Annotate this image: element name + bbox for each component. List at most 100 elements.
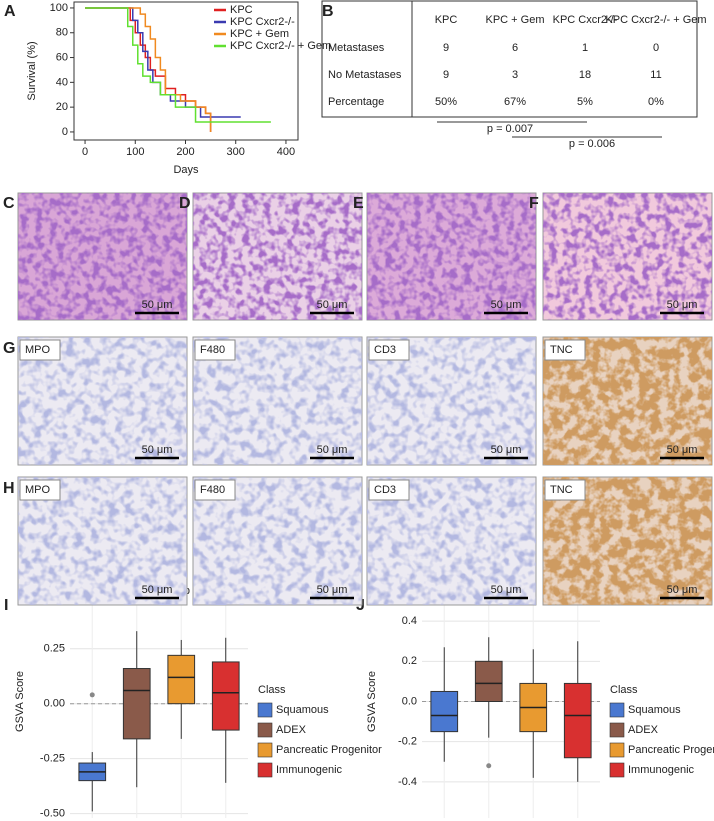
column-header: KPC <box>435 14 458 26</box>
row-label: Metastases <box>328 42 385 54</box>
stain-label-box <box>544 479 586 501</box>
legend-label: KPC Cxcr2-/- <box>230 16 295 28</box>
x-tick-label: 400 <box>277 146 295 158</box>
box <box>430 690 459 733</box>
x-tick-label: 200 <box>176 146 194 158</box>
legend-title: Class <box>258 684 286 696</box>
outlier <box>89 692 95 698</box>
legend-label: Immunogenic <box>276 764 343 776</box>
stain-label: TNC <box>550 484 573 496</box>
stain-label: F480 <box>200 344 225 356</box>
stain-label-box <box>368 479 410 501</box>
stain-label-box <box>368 339 410 361</box>
scale-bar-label: 50 μm <box>142 444 173 456</box>
legend-label: Squamous <box>628 704 681 716</box>
y-tick-label: -0.2 <box>398 736 417 748</box>
y-axis-label: Survival (%) <box>26 41 38 100</box>
stain-label: CD3 <box>374 344 396 356</box>
stain-label-box <box>194 339 236 361</box>
row-label: Percentage <box>328 96 384 108</box>
scale-bar-label: 50 μm <box>317 444 348 456</box>
scale-bar-label: 50 μm <box>491 584 522 596</box>
table-cell: 18 <box>579 69 591 81</box>
table-cell: 0 <box>653 42 659 54</box>
panel-letter: H <box>3 480 15 497</box>
legend-swatch <box>257 762 273 778</box>
panel-letter: E <box>353 195 364 212</box>
table-cell: 1 <box>582 42 588 54</box>
panel-letter: I <box>4 597 8 614</box>
stain-label-box <box>544 339 586 361</box>
table-cell: 5% <box>577 96 593 108</box>
panel-letter: G <box>3 340 15 357</box>
panel-letter: J <box>356 597 365 614</box>
survival-curve <box>85 7 212 132</box>
column-header: KPC + Gem <box>486 14 545 26</box>
x-tick-label: 0 <box>82 146 88 158</box>
y-tick-label: 0.00 <box>44 698 65 710</box>
outlier <box>486 763 492 769</box>
legend-label: ADEX <box>628 724 659 736</box>
table-cell: 6 <box>512 42 518 54</box>
scale-bar-label: 50 μm <box>667 584 698 596</box>
box <box>167 654 196 705</box>
micrograph-texture <box>367 193 536 320</box>
y-tick-label: 0.0 <box>402 695 417 707</box>
table-cell: 11 <box>650 69 661 81</box>
legend-label: Pancreatic Progenitor <box>628 744 714 756</box>
scale-bar-label: 50 μm <box>491 299 522 311</box>
stain-label: MPO <box>25 484 51 496</box>
panel-letter: D <box>179 195 191 212</box>
scale-bar-label: 50 μm <box>667 299 698 311</box>
x-tick-label: 100 <box>126 146 144 158</box>
stain-label-box <box>19 479 61 501</box>
legend-label: Immunogenic <box>628 764 695 776</box>
legend-label: KPC Cxcr2-/- + Gem <box>230 40 331 52</box>
stain-label: TNC <box>550 344 573 356</box>
plot-frame <box>73 1 299 141</box>
stain-label: F480 <box>200 484 225 496</box>
box <box>211 661 240 731</box>
legend-swatch <box>609 722 625 738</box>
panel-letter: A <box>4 3 16 20</box>
stain-label-box <box>19 339 61 361</box>
y-tick-label: 80 <box>56 27 68 39</box>
scale-bar-label: 50 μm <box>491 444 522 456</box>
survival-curve <box>85 7 241 118</box>
x-axis-label: Days <box>173 164 199 176</box>
legend-title: Class <box>610 684 638 696</box>
scale-bar-label: 50 μm <box>317 299 348 311</box>
scale-bar-label: 50 μm <box>142 299 173 311</box>
table-cell: 9 <box>443 69 449 81</box>
legend-label: Squamous <box>276 704 329 716</box>
y-tick-label: 0.2 <box>402 655 417 667</box>
legend-swatch <box>609 702 625 718</box>
scale-bar-label: 50 μm <box>142 584 173 596</box>
legend-label: Pancreatic Progenitor <box>276 744 382 756</box>
y-tick-label: 0.4 <box>402 615 417 627</box>
y-tick-label: 40 <box>56 76 68 88</box>
legend-label: KPC + Gem <box>230 28 289 40</box>
y-axis-label: GSVA Score <box>14 671 26 732</box>
y-tick-label: 100 <box>50 2 68 14</box>
stain-label-box <box>194 479 236 501</box>
p-value: p = 0.007 <box>487 123 533 135</box>
legend-swatch <box>257 722 273 738</box>
legend-swatch <box>609 742 625 758</box>
panel-letter: F <box>529 195 539 212</box>
panel-letter: C <box>3 195 15 212</box>
micrograph-texture <box>543 193 712 320</box>
y-tick-label: 60 <box>56 51 68 63</box>
table-cell: 0% <box>648 96 664 108</box>
y-tick-label: -0.50 <box>40 808 65 820</box>
legend-swatch <box>257 742 273 758</box>
p-value: p = 0.006 <box>569 138 615 150</box>
stain-label: MPO <box>25 344 51 356</box>
box <box>563 682 592 759</box>
legend-swatch <box>609 762 625 778</box>
survival-curve <box>85 7 271 123</box>
stain-label: CD3 <box>374 484 396 496</box>
table-cell: 3 <box>512 69 518 81</box>
scale-bar-label: 50 μm <box>667 444 698 456</box>
table-cell: 9 <box>443 42 449 54</box>
